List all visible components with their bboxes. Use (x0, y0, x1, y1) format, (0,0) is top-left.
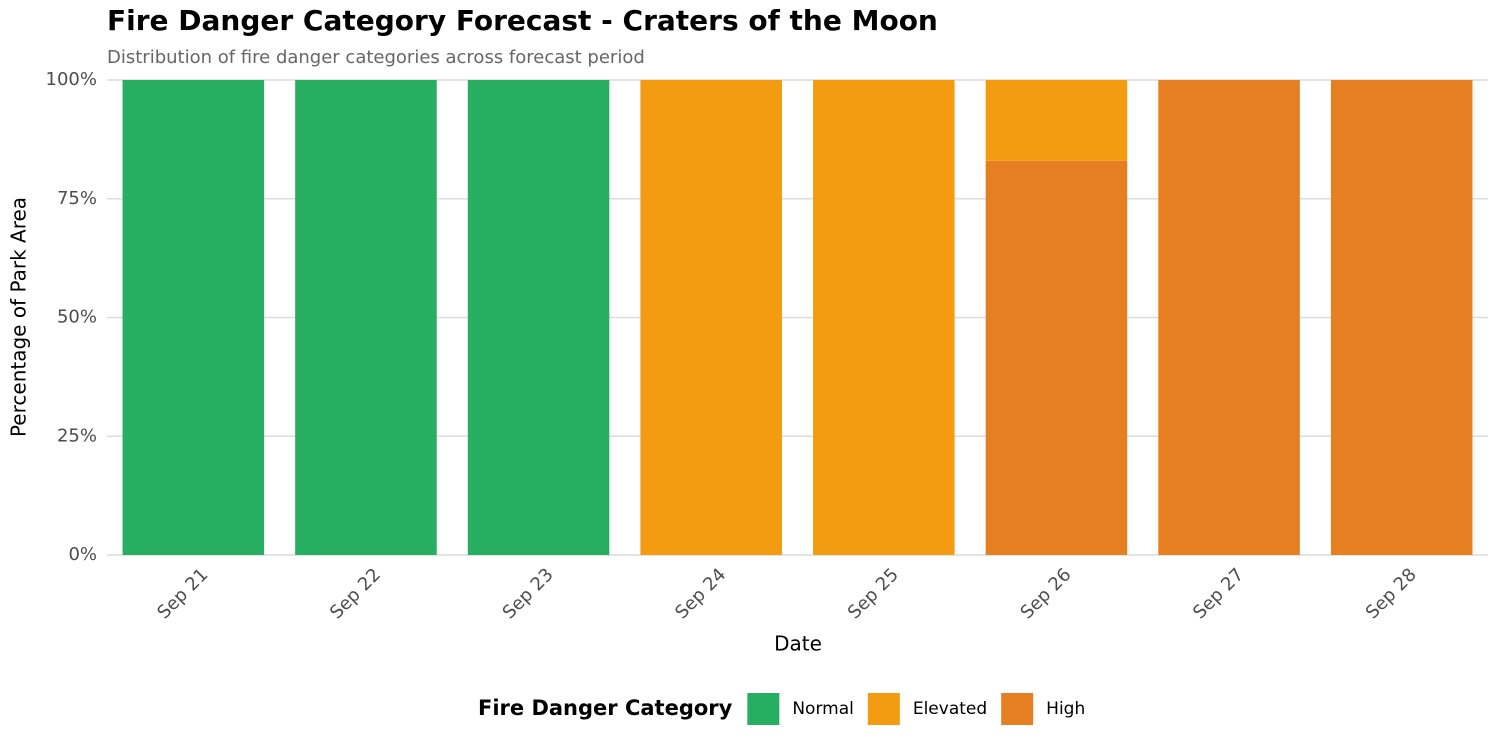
legend-label: High (1046, 699, 1085, 719)
legend-label: Normal (792, 699, 854, 719)
x-tick-label: Sep 28 (1362, 564, 1421, 623)
legend-swatch (1001, 693, 1034, 725)
x-tick-label: Sep 26 (1016, 564, 1075, 623)
chart-subtitle: Distribution of fire danger categories a… (107, 47, 645, 68)
x-axis-label: Date (774, 632, 822, 656)
x-tick-label: Sep 24 (671, 564, 730, 623)
x-tick-label: Sep 27 (1189, 564, 1248, 623)
y-tick-label: 50% (57, 307, 97, 328)
bar-segment (985, 80, 1128, 161)
bar-segment (122, 80, 265, 555)
bar-segment (813, 80, 955, 555)
x-tick-label: Sep 25 (844, 564, 903, 623)
bar-segment (985, 160, 1128, 555)
chart-title: Fire Danger Category Forecast - Craters … (107, 4, 938, 37)
legend-label: Elevated (913, 699, 987, 719)
x-tick-label: Sep 22 (326, 564, 385, 623)
x-tick-label: Sep 21 (153, 564, 212, 623)
legend-swatch (747, 693, 780, 725)
legend-title: Fire Danger Category (478, 696, 733, 720)
y-tick-label: 75% (57, 188, 97, 209)
y-tick-label: 0% (68, 544, 97, 565)
bar-segment (467, 80, 610, 555)
y-axis-label: Percentage of Park Area (7, 197, 31, 437)
y-tick-label: 25% (57, 425, 97, 446)
y-tick-label: 100% (46, 69, 97, 90)
bar-segment (1158, 80, 1300, 555)
bar-segment (295, 80, 437, 555)
legend-swatch (867, 693, 900, 725)
x-tick-label: Sep 23 (499, 564, 558, 623)
bar-segment (640, 80, 782, 555)
bar-segment (1330, 80, 1473, 555)
